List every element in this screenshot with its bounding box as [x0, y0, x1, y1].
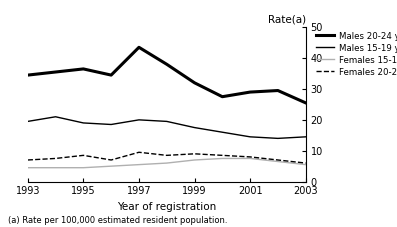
Males 15-19 years [109, 123, 114, 126]
Females 20-24 years [276, 159, 280, 161]
Males 15-19 years [276, 137, 280, 140]
Females 15-19 years [81, 166, 86, 169]
Males 20-24 years [137, 46, 141, 49]
Females 15-19 years [220, 157, 225, 160]
Females 20-24 years [303, 162, 308, 164]
Females 20-24 years [25, 159, 30, 161]
Males 20-24 years [109, 74, 114, 76]
Text: Rate(a): Rate(a) [268, 14, 306, 24]
Males 15-19 years [303, 136, 308, 138]
Males 20-24 years [303, 101, 308, 104]
Text: (a) Rate per 100,000 estimated resident population.: (a) Rate per 100,000 estimated resident … [8, 216, 227, 225]
Line: Males 15-19 years: Males 15-19 years [28, 117, 306, 138]
Males 15-19 years [248, 136, 252, 138]
Males 15-19 years [220, 131, 225, 133]
Males 20-24 years [220, 95, 225, 98]
Females 20-24 years [137, 151, 141, 154]
Line: Females 15-19 years: Females 15-19 years [28, 158, 306, 168]
Legend: Males 20-24 years, Males 15-19 years, Females 15-19 years, Females 20-24 years: Males 20-24 years, Males 15-19 years, Fe… [316, 32, 397, 76]
Females 15-19 years [164, 162, 169, 164]
Females 15-19 years [303, 163, 308, 166]
Males 15-19 years [164, 120, 169, 123]
Females 15-19 years [53, 166, 58, 169]
Line: Females 20-24 years: Females 20-24 years [28, 152, 306, 163]
Males 20-24 years [192, 81, 197, 84]
Males 15-19 years [25, 120, 30, 123]
Females 15-19 years [109, 165, 114, 168]
Males 15-19 years [137, 118, 141, 121]
Males 20-24 years [81, 68, 86, 70]
Females 20-24 years [248, 155, 252, 158]
Males 15-19 years [81, 122, 86, 124]
Males 20-24 years [248, 91, 252, 94]
Males 20-24 years [276, 89, 280, 92]
Females 20-24 years [164, 154, 169, 157]
Females 20-24 years [53, 157, 58, 160]
Line: Males 20-24 years: Males 20-24 years [28, 47, 306, 103]
X-axis label: Year of registration: Year of registration [117, 202, 216, 212]
Females 20-24 years [220, 154, 225, 157]
Females 20-24 years [109, 159, 114, 161]
Males 20-24 years [53, 71, 58, 73]
Females 15-19 years [276, 160, 280, 163]
Females 15-19 years [25, 166, 30, 169]
Females 15-19 years [248, 157, 252, 160]
Females 20-24 years [192, 153, 197, 155]
Males 20-24 years [164, 63, 169, 66]
Females 20-24 years [81, 154, 86, 157]
Females 15-19 years [192, 159, 197, 161]
Females 15-19 years [137, 163, 141, 166]
Males 20-24 years [25, 74, 30, 76]
Males 15-19 years [192, 126, 197, 129]
Males 15-19 years [53, 115, 58, 118]
